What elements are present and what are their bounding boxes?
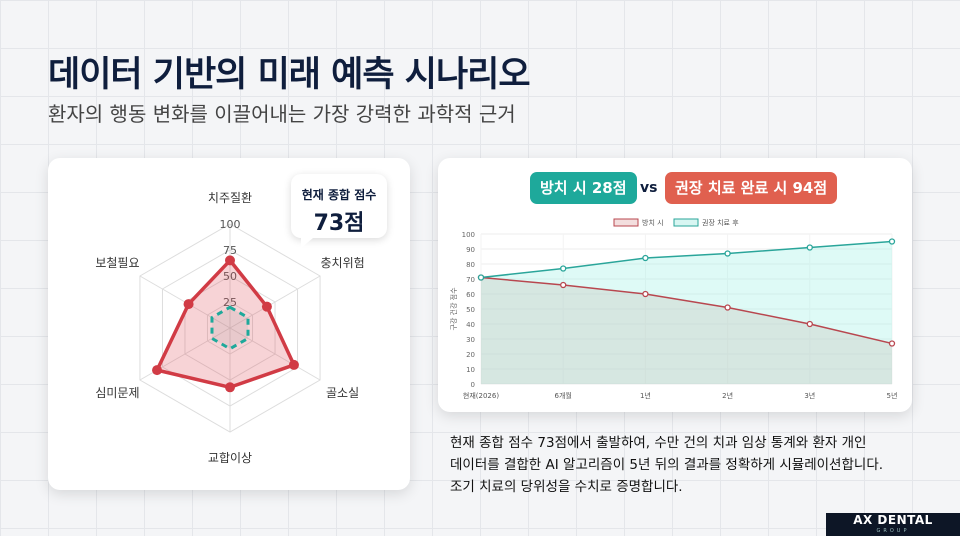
y-tick-label: 30: [466, 336, 475, 344]
data-point: [724, 250, 731, 257]
line-chart: 0 10 20 30 40 50 60 70 80 90 100 현재(2026) 6개월 1년 2년 3년 5…: [449, 218, 898, 400]
y-tick-label: 100: [462, 231, 475, 239]
x-tick-label: 1년: [640, 391, 651, 400]
radar-tick-label: 25: [223, 296, 237, 309]
y-tick-label: 10: [466, 366, 475, 374]
score-callout: 현재 종합 점수 73점: [291, 174, 387, 248]
series-area: [481, 277, 892, 384]
radar-point: [288, 359, 299, 370]
y-tick-label: 60: [466, 291, 475, 299]
legend-label: 권장 치료 후: [702, 218, 739, 227]
y-tick-label: 80: [466, 261, 475, 269]
score-label: 현재 종합 점수: [301, 188, 377, 202]
radar-point: [183, 299, 194, 310]
radar-point: [225, 255, 235, 266]
legend-swatch: [673, 218, 699, 227]
radar-axis-label: 골소실: [326, 386, 359, 400]
data-point: [806, 244, 813, 251]
x-tick-label: 현재(2026): [463, 392, 499, 400]
series-line: [480, 276, 893, 345]
radar-axis-label: 보철필요: [95, 256, 139, 270]
data-point: [477, 274, 485, 281]
radar-axis-label: 심미문제: [95, 386, 139, 400]
y-tick-label: 90: [466, 246, 475, 254]
data-point: [888, 238, 896, 245]
radar-tick-label: 100: [220, 218, 241, 231]
legend-swatch: [613, 218, 639, 227]
data-point: [806, 320, 813, 328]
neglect-score-badge: 방치 시 28점: [530, 172, 637, 204]
radar-point: [152, 365, 163, 376]
data-point: [560, 265, 567, 272]
data-point: [642, 290, 649, 298]
page-title: 데이터 기반의 미래 예측 시나리오: [48, 55, 531, 95]
data-point: [888, 340, 896, 347]
x-tick-label: 2년: [722, 391, 733, 400]
score-value: 73점: [313, 211, 365, 236]
radar-point: [261, 301, 272, 312]
series-area: [481, 241, 892, 384]
radar-spoke: [229, 327, 321, 381]
legend-label: 방치 시: [642, 218, 664, 227]
treatment-score-badge: 권장 치료 완료 시 94점: [665, 172, 838, 204]
data-point: [724, 304, 731, 311]
logo-sub: GROUP: [876, 528, 910, 534]
vs-label: vs: [640, 180, 658, 196]
y-axis-label: 구강 건강 점수: [449, 287, 458, 331]
radar-axis-label: 치주질환: [208, 191, 252, 205]
y-tick-label: 40: [466, 321, 475, 329]
description-line: 조기 치료의 당위성을 수치로 증명합니다.: [450, 479, 683, 495]
data-point: [642, 254, 649, 262]
y-tick-label: 20: [466, 351, 475, 359]
radar-axis-label: 교합이상: [208, 451, 252, 465]
page-subtitle: 환자의 행동 변화를 이끌어내는 가장 강력한 과학적 근거: [48, 102, 516, 126]
radar-tick-label: 50: [223, 270, 237, 283]
x-tick-label: 5년: [887, 391, 898, 400]
x-tick-label: 3년: [804, 391, 815, 400]
y-tick-label: 50: [466, 306, 475, 314]
radar-spoke: [229, 275, 321, 329]
description-line: 데이터를 결합한 AI 알고리즘이 5년 뒤의 결과를 정확하게 시뮬레이션합니…: [450, 457, 884, 473]
radar-axis-label: 충치위험: [320, 256, 364, 270]
description: 현재 종합 점수 73점에서 출발하여, 수만 건의 치과 임상 통계와 환자 …: [450, 432, 883, 498]
line-card: 방치 시 28점 vs 권장 치료 완료 시 94점 0 10 20 30 40 50 60…: [438, 158, 912, 412]
company-logo: AX DENTAL GROUP: [826, 513, 960, 536]
x-tick-label: 6개월: [555, 391, 572, 400]
description-line: 현재 종합 점수 73점에서 출발하여, 수만 건의 치과 임상 통계와 환자 …: [450, 435, 867, 451]
radar-point: [225, 382, 235, 393]
logo-name: AX DENTAL: [853, 513, 933, 527]
series-line: [480, 240, 893, 279]
radar-series-target: [210, 305, 250, 351]
y-tick-label: 0: [471, 381, 475, 389]
y-tick-label: 70: [466, 276, 475, 284]
data-point: [560, 281, 567, 289]
radar-tick-label: 75: [223, 244, 237, 257]
